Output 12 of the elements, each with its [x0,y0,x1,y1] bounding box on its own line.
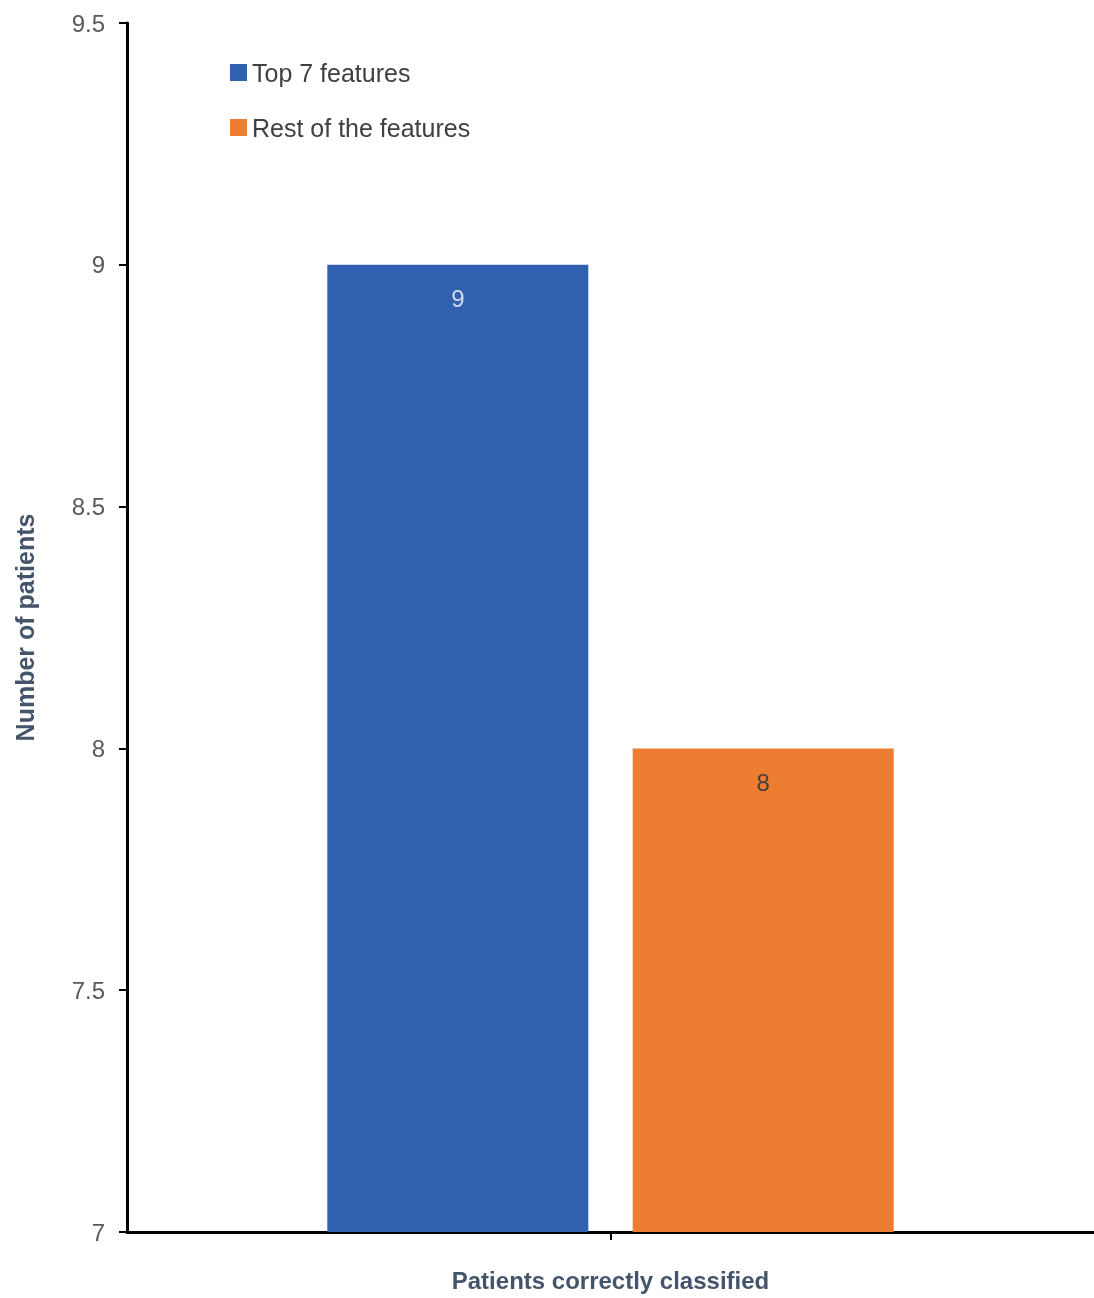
y-axis-title: Number of patients [10,513,39,742]
y-tick-label: 8.5 [71,493,105,521]
x-tick-label: Patients correctly classified [451,1266,770,1294]
y-tick-label: 9.5 [71,9,105,37]
legend-label: Rest of the features [252,113,471,142]
y-tick-label: 8 [91,734,105,762]
data-label: 9 [451,285,465,313]
legend-label: Top 7 features [252,58,411,87]
data-label: 8 [756,768,770,796]
y-tick-label: 7 [91,1218,105,1246]
y-tick-label: 7.5 [71,976,105,1004]
y-tick-label: 9 [91,251,105,279]
